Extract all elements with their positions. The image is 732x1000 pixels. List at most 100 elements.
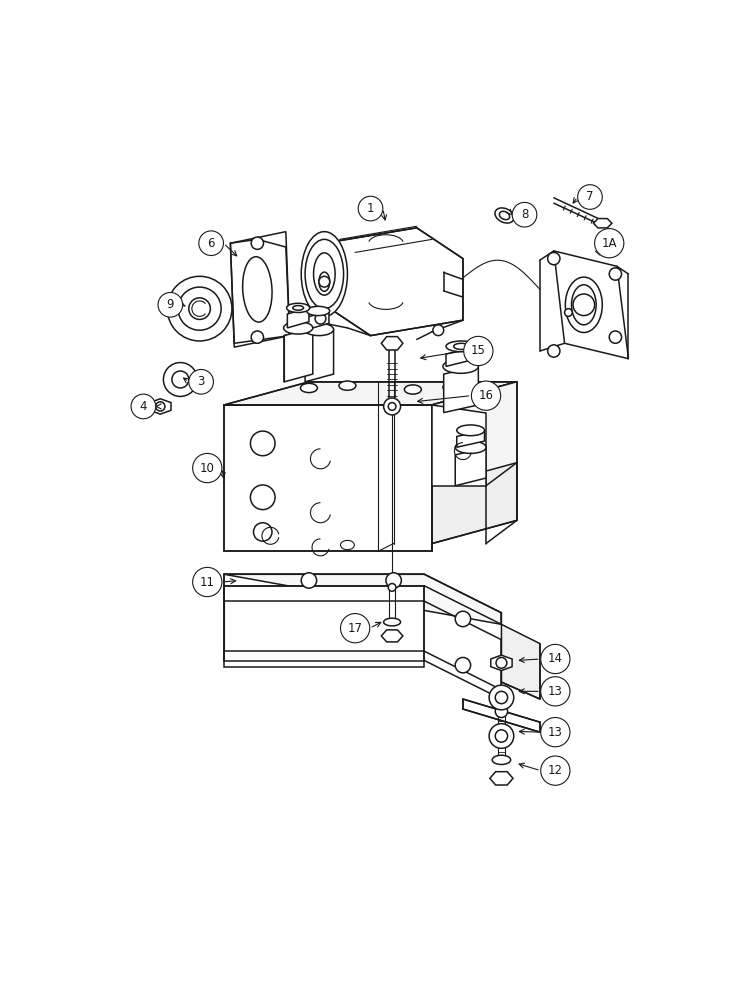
Polygon shape bbox=[224, 382, 517, 405]
Polygon shape bbox=[224, 586, 425, 667]
Polygon shape bbox=[224, 574, 501, 624]
Circle shape bbox=[573, 294, 594, 316]
Circle shape bbox=[541, 718, 570, 747]
Polygon shape bbox=[594, 219, 612, 228]
Text: 15: 15 bbox=[471, 344, 486, 358]
Circle shape bbox=[541, 644, 570, 674]
Ellipse shape bbox=[455, 441, 486, 453]
Polygon shape bbox=[446, 346, 477, 366]
Circle shape bbox=[251, 331, 264, 343]
Polygon shape bbox=[307, 311, 329, 329]
Ellipse shape bbox=[287, 303, 310, 312]
Circle shape bbox=[455, 611, 471, 627]
Ellipse shape bbox=[305, 239, 343, 309]
Ellipse shape bbox=[300, 383, 318, 393]
Circle shape bbox=[455, 657, 471, 673]
Circle shape bbox=[193, 453, 222, 483]
Polygon shape bbox=[149, 399, 171, 414]
Ellipse shape bbox=[293, 306, 304, 310]
Polygon shape bbox=[490, 772, 513, 785]
Polygon shape bbox=[432, 405, 486, 486]
Ellipse shape bbox=[339, 381, 356, 390]
Ellipse shape bbox=[388, 403, 396, 410]
Ellipse shape bbox=[242, 257, 272, 322]
Polygon shape bbox=[501, 624, 540, 699]
Text: 13: 13 bbox=[548, 726, 563, 739]
Circle shape bbox=[471, 381, 501, 410]
Circle shape bbox=[489, 685, 514, 710]
Text: 1: 1 bbox=[367, 202, 374, 215]
Text: 12: 12 bbox=[548, 764, 563, 777]
Ellipse shape bbox=[454, 343, 469, 349]
Polygon shape bbox=[381, 337, 403, 350]
Text: 16: 16 bbox=[479, 389, 493, 402]
Circle shape bbox=[193, 567, 222, 597]
Circle shape bbox=[512, 202, 537, 227]
Polygon shape bbox=[554, 251, 629, 359]
Circle shape bbox=[388, 584, 396, 591]
Circle shape bbox=[302, 573, 317, 588]
Text: 14: 14 bbox=[548, 652, 563, 666]
Polygon shape bbox=[457, 430, 485, 447]
Ellipse shape bbox=[443, 359, 478, 373]
Circle shape bbox=[609, 268, 621, 280]
Polygon shape bbox=[305, 329, 334, 382]
Circle shape bbox=[541, 756, 570, 785]
Circle shape bbox=[167, 276, 232, 341]
Ellipse shape bbox=[499, 211, 509, 220]
Text: 1A: 1A bbox=[602, 237, 617, 250]
Circle shape bbox=[496, 657, 507, 668]
Circle shape bbox=[358, 196, 383, 221]
Text: 10: 10 bbox=[200, 462, 214, 475]
Circle shape bbox=[496, 730, 507, 742]
Ellipse shape bbox=[384, 618, 400, 626]
Circle shape bbox=[340, 614, 370, 643]
Circle shape bbox=[496, 691, 507, 704]
Text: 17: 17 bbox=[348, 622, 362, 635]
Circle shape bbox=[178, 287, 221, 330]
Polygon shape bbox=[231, 232, 290, 347]
Text: 3: 3 bbox=[198, 375, 205, 388]
Text: 11: 11 bbox=[200, 576, 214, 588]
Polygon shape bbox=[288, 308, 309, 328]
Circle shape bbox=[189, 369, 214, 394]
Circle shape bbox=[253, 523, 272, 541]
Ellipse shape bbox=[457, 425, 485, 436]
Circle shape bbox=[315, 313, 326, 324]
Text: 6: 6 bbox=[207, 237, 215, 250]
Circle shape bbox=[189, 298, 210, 319]
Text: 8: 8 bbox=[521, 208, 529, 221]
Circle shape bbox=[433, 325, 444, 336]
Circle shape bbox=[172, 371, 189, 388]
Ellipse shape bbox=[283, 322, 313, 334]
Ellipse shape bbox=[443, 383, 460, 392]
Polygon shape bbox=[324, 228, 463, 336]
Polygon shape bbox=[432, 382, 517, 544]
Circle shape bbox=[496, 705, 507, 718]
Circle shape bbox=[489, 724, 514, 748]
Circle shape bbox=[199, 231, 223, 256]
Circle shape bbox=[250, 431, 275, 456]
Circle shape bbox=[131, 394, 156, 419]
Polygon shape bbox=[381, 630, 403, 642]
Circle shape bbox=[541, 677, 570, 706]
Ellipse shape bbox=[307, 306, 329, 316]
Polygon shape bbox=[455, 447, 486, 486]
Ellipse shape bbox=[319, 272, 329, 291]
Circle shape bbox=[163, 363, 198, 396]
Ellipse shape bbox=[495, 208, 514, 223]
Text: 9: 9 bbox=[167, 298, 174, 311]
Circle shape bbox=[564, 309, 572, 316]
Circle shape bbox=[250, 485, 275, 510]
Text: 7: 7 bbox=[586, 190, 594, 204]
Polygon shape bbox=[490, 655, 512, 671]
Ellipse shape bbox=[302, 232, 348, 316]
Polygon shape bbox=[284, 328, 313, 382]
Circle shape bbox=[548, 252, 560, 265]
Polygon shape bbox=[463, 699, 540, 732]
Polygon shape bbox=[444, 366, 478, 413]
Circle shape bbox=[463, 336, 493, 366]
Ellipse shape bbox=[313, 253, 335, 295]
Circle shape bbox=[594, 229, 624, 258]
Circle shape bbox=[319, 276, 329, 287]
